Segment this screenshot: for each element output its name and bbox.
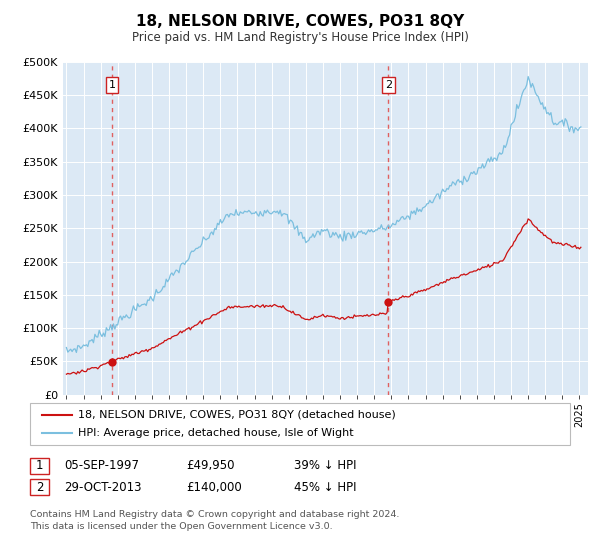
Text: 1: 1 [36, 459, 43, 473]
Text: Contains HM Land Registry data © Crown copyright and database right 2024.
This d: Contains HM Land Registry data © Crown c… [30, 510, 400, 531]
Text: 05-SEP-1997: 05-SEP-1997 [64, 459, 139, 473]
Text: Price paid vs. HM Land Registry's House Price Index (HPI): Price paid vs. HM Land Registry's House … [131, 31, 469, 44]
Text: 29-OCT-2013: 29-OCT-2013 [64, 480, 142, 494]
Text: 18, NELSON DRIVE, COWES, PO31 8QY (detached house): 18, NELSON DRIVE, COWES, PO31 8QY (detac… [78, 410, 396, 420]
Text: 18, NELSON DRIVE, COWES, PO31 8QY: 18, NELSON DRIVE, COWES, PO31 8QY [136, 14, 464, 29]
Text: 2: 2 [385, 80, 392, 90]
Text: 1: 1 [109, 80, 116, 90]
Text: 39% ↓ HPI: 39% ↓ HPI [294, 459, 356, 473]
Text: HPI: Average price, detached house, Isle of Wight: HPI: Average price, detached house, Isle… [78, 428, 353, 438]
Text: 2: 2 [36, 480, 43, 494]
Text: 45% ↓ HPI: 45% ↓ HPI [294, 480, 356, 494]
Text: £140,000: £140,000 [186, 480, 242, 494]
Text: £49,950: £49,950 [186, 459, 235, 473]
